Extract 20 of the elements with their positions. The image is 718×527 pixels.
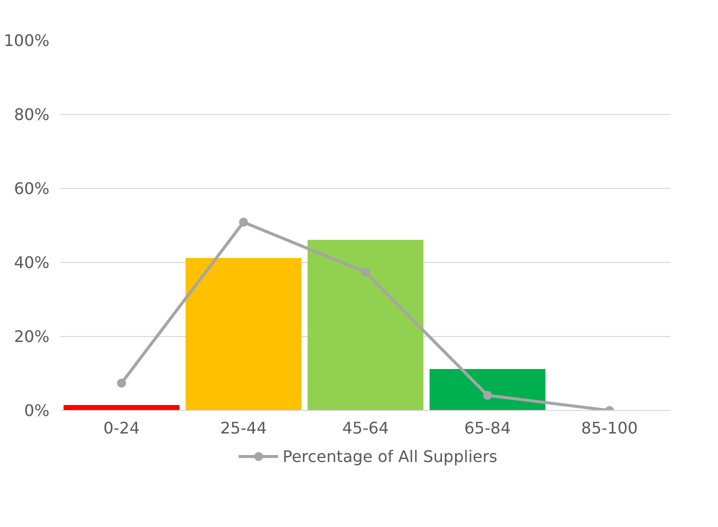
- point: [361, 268, 370, 277]
- y-tick-label: 40%: [14, 253, 50, 272]
- y-tick-label: 100%: [4, 31, 50, 50]
- x-tick-label: 45-64: [342, 418, 389, 438]
- y-tick-label: 0%: [24, 401, 50, 420]
- point: [239, 218, 248, 227]
- legend-label: Percentage of All Suppliers: [282, 446, 498, 466]
- point: [483, 390, 492, 400]
- x-tick-label: 25-44: [220, 418, 267, 438]
- point: [117, 378, 126, 388]
- bar: [308, 240, 424, 410]
- y-tick-label: 80%: [14, 105, 50, 124]
- bar: [64, 404, 180, 410]
- x-tick-label: 65-84: [464, 418, 511, 438]
- bar: [430, 369, 546, 410]
- bar: [186, 258, 302, 410]
- x-tick-label: 85-100: [581, 418, 638, 438]
- x-tick-label: 0-24: [103, 418, 140, 438]
- y-tick-label: 60%: [14, 179, 50, 198]
- y-tick-label: 20%: [14, 327, 50, 346]
